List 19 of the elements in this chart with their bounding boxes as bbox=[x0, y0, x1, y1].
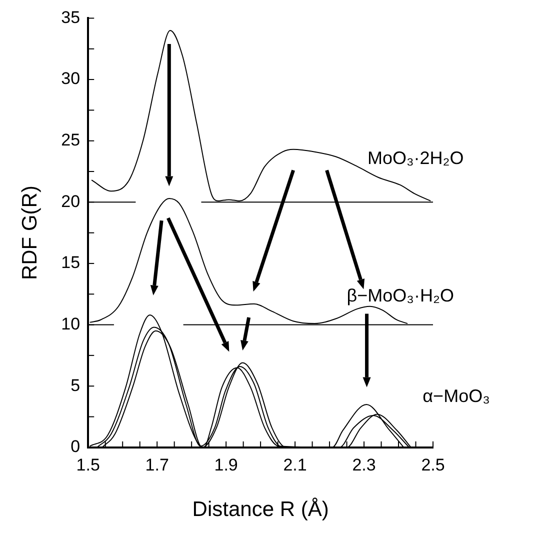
x-axis-title: Distance R (Å) bbox=[192, 497, 329, 522]
annotation: β−MoO₃·H₂O bbox=[346, 286, 454, 306]
annotation: MoO₃·2H₂O bbox=[367, 148, 464, 168]
y-tick-label: 5 bbox=[70, 376, 80, 395]
annotation: α−MoO₃ bbox=[422, 386, 490, 406]
y-tick-label: 25 bbox=[61, 130, 80, 150]
y-axis-title: RDF G(R) bbox=[18, 186, 42, 280]
x-tick-label: 2.5 bbox=[421, 455, 445, 474]
y-tick-label: 15 bbox=[61, 253, 80, 272]
x-tick-label: 2.3 bbox=[352, 455, 376, 474]
y-tick-label: 10 bbox=[61, 314, 80, 334]
x-tick-label: 1.7 bbox=[145, 455, 169, 474]
x-tick-label: 1.9 bbox=[214, 455, 238, 474]
y-tick-label: 30 bbox=[61, 69, 80, 88]
x-tick-label: 2.1 bbox=[283, 455, 307, 474]
y-tick-label: 0 bbox=[70, 437, 80, 456]
x-tick-label: 1.5 bbox=[76, 455, 100, 474]
y-tick-label: 35 bbox=[61, 8, 80, 27]
y-tick-label: 20 bbox=[61, 192, 80, 211]
